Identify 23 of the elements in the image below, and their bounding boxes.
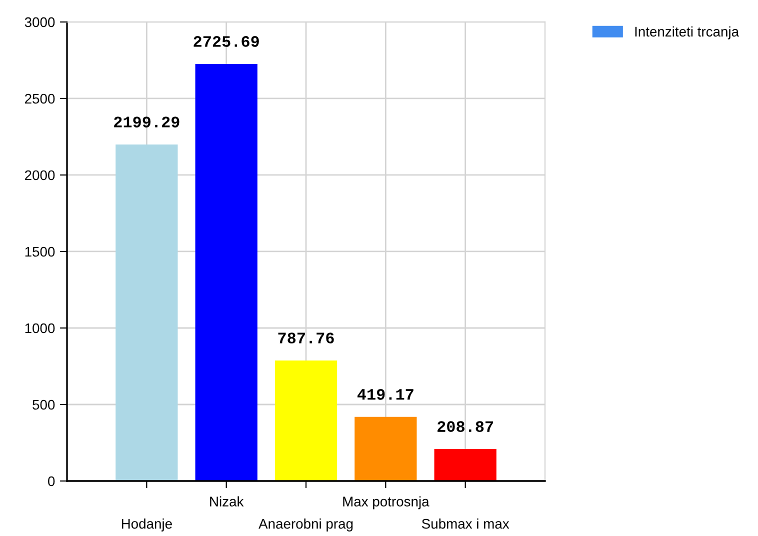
data-label: 2725.69 <box>194 36 259 47</box>
y-tick-label: 3000 <box>24 17 55 28</box>
data-label: 208.87 <box>438 421 494 432</box>
x-tick-label: Anaerobni prag <box>258 518 353 532</box>
bar <box>274 360 338 482</box>
y-tick-label: 2000 <box>25 170 55 180</box>
text: Intenziteti trcanja <box>635 26 740 40</box>
y-tick-label: 1000 <box>25 323 55 334</box>
x-tick-label: Nizak <box>210 496 244 506</box>
data-label: 787.76 <box>278 332 334 344</box>
x-tick-label: Max potrosnja <box>343 496 430 510</box>
bar <box>195 64 258 482</box>
data-label: 2199.29 <box>114 116 180 128</box>
y-tick-label: 1500 <box>25 246 55 257</box>
y-tick-label: 2500 <box>25 94 55 104</box>
bar <box>434 449 496 482</box>
bar <box>354 416 417 482</box>
y-tick-label: 500 <box>32 400 55 410</box>
x-tick-label: Submax i max <box>422 518 510 529</box>
x-tick-label: Hodanje <box>122 518 172 532</box>
data-label: 419.17 <box>357 388 414 400</box>
y-tick-label: 0 <box>48 476 55 486</box>
bar <box>116 144 178 482</box>
